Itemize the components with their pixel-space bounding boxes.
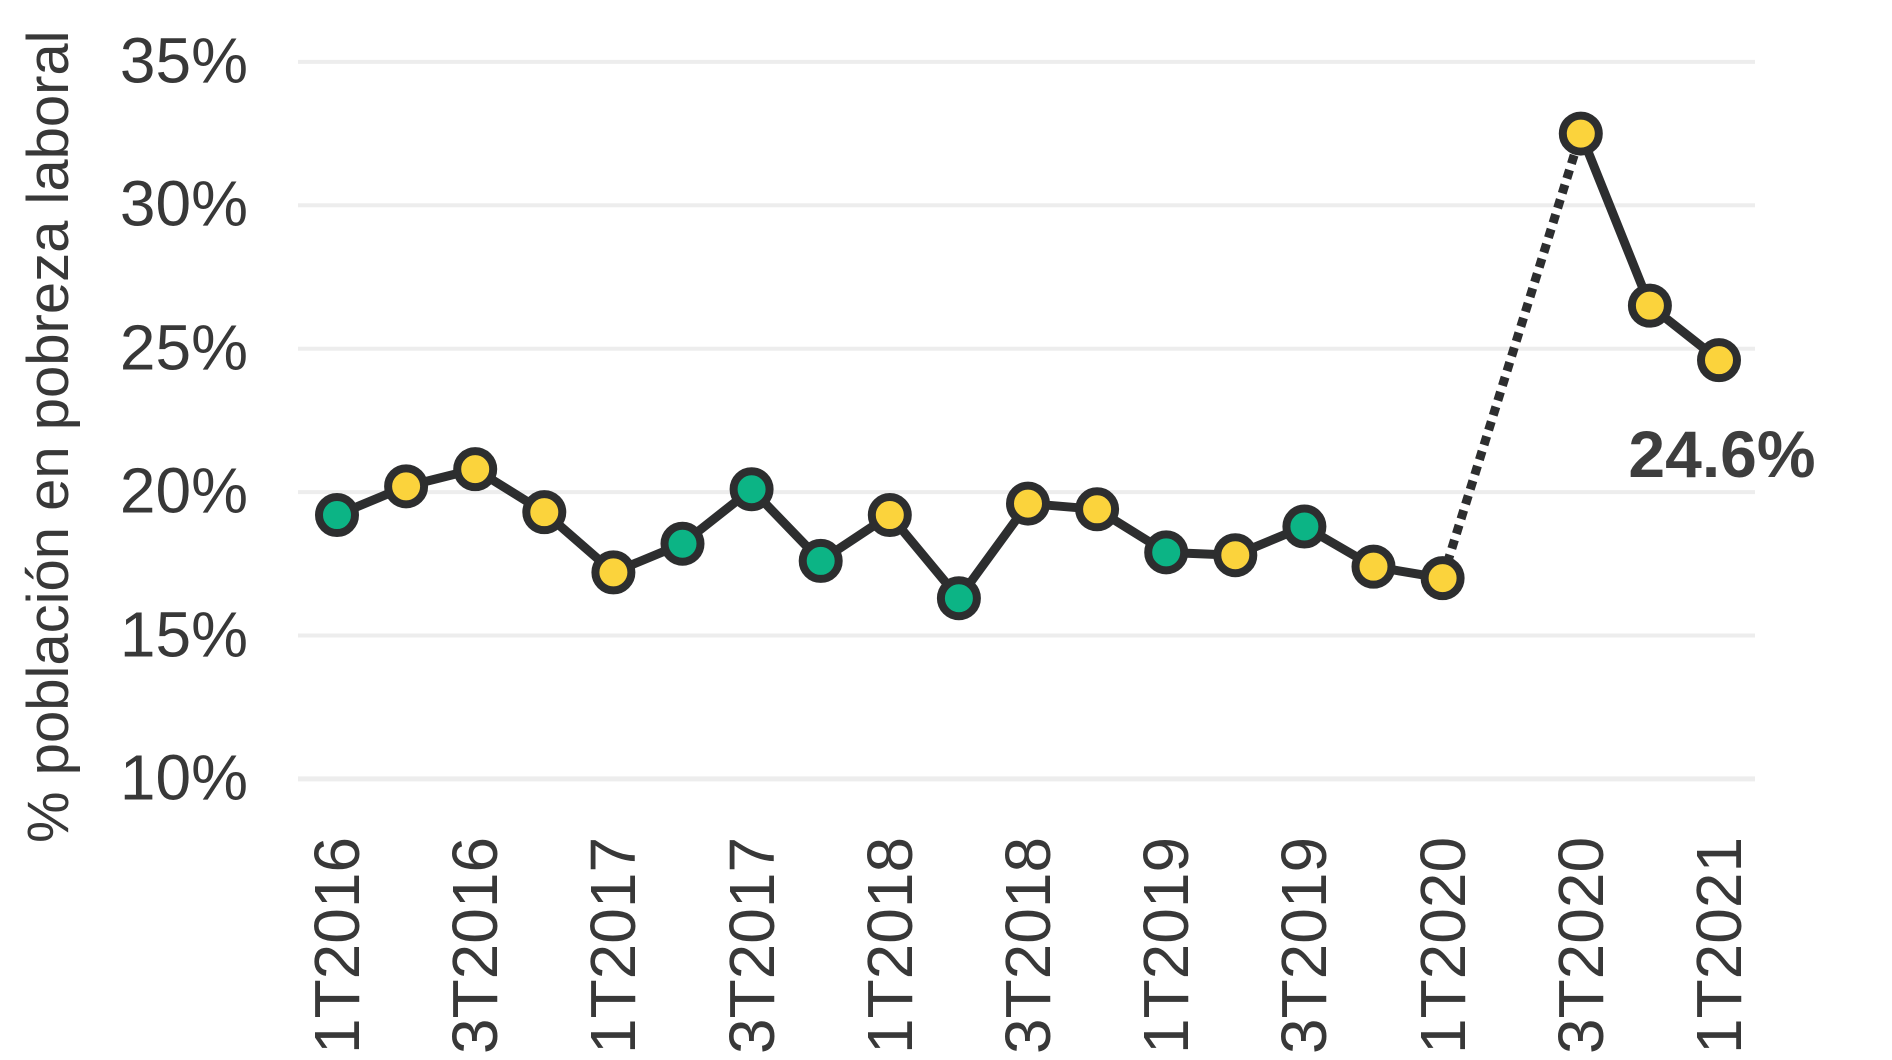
y-tick-label: 10% [119, 741, 248, 814]
dotted-gap-connector [1438, 132, 1586, 580]
data-point-1T2021 [1697, 338, 1741, 383]
data-point-2T2017 [660, 521, 705, 566]
data-point-3T2016 [453, 447, 498, 492]
data-point-4T2020 [1627, 283, 1672, 328]
x-tick-label: 1T2018 [853, 836, 926, 1054]
data-point-2T2019 [1213, 533, 1258, 578]
data-point-1T2017 [591, 550, 636, 595]
data-point-1T2020 [1420, 556, 1465, 601]
x-tick-label: 1T2021 [1683, 836, 1755, 1054]
data-point-4T2017 [798, 538, 843, 583]
x-tick-label: 1T2016 [301, 836, 373, 1054]
data-point-2T2018 [936, 576, 981, 621]
x-tick-label: 3T2020 [1544, 836, 1617, 1054]
data-point-1T2019 [1144, 530, 1189, 575]
last-value-annotation: 24.6% [1628, 417, 1816, 492]
y-tick-label: 25% [119, 311, 248, 384]
x-tick-label: 3T2016 [439, 836, 512, 1054]
y-tick-label: 20% [119, 454, 248, 527]
x-tick-label: 3T2018 [992, 836, 1064, 1054]
data-point-3T2020 [1558, 111, 1603, 156]
data-point-2T2016 [384, 464, 429, 509]
x-tick-label: 1T2019 [1130, 836, 1203, 1054]
y-tick-label: 30% [119, 168, 248, 241]
data-point-1T2016 [315, 493, 359, 538]
data-point-4T2016 [522, 490, 567, 535]
data-point-3T2017 [729, 467, 774, 512]
data-point-4T2018 [1075, 487, 1120, 532]
data-point-1T2018 [867, 493, 912, 538]
y-tick-label: 35% [119, 24, 248, 97]
data-point-3T2019 [1282, 504, 1327, 549]
data-point-3T2018 [1006, 481, 1050, 526]
x-tick-label: 3T2019 [1268, 836, 1341, 1054]
data-point-4T2019 [1351, 544, 1396, 589]
x-tick-label: 1T2020 [1406, 836, 1479, 1054]
y-tick-label: 15% [119, 598, 248, 671]
y-axis-title: % población en pobreza laboral [16, 30, 81, 844]
x-tick-label: 3T2017 [715, 836, 788, 1054]
x-tick-label: 1T2017 [577, 836, 650, 1054]
